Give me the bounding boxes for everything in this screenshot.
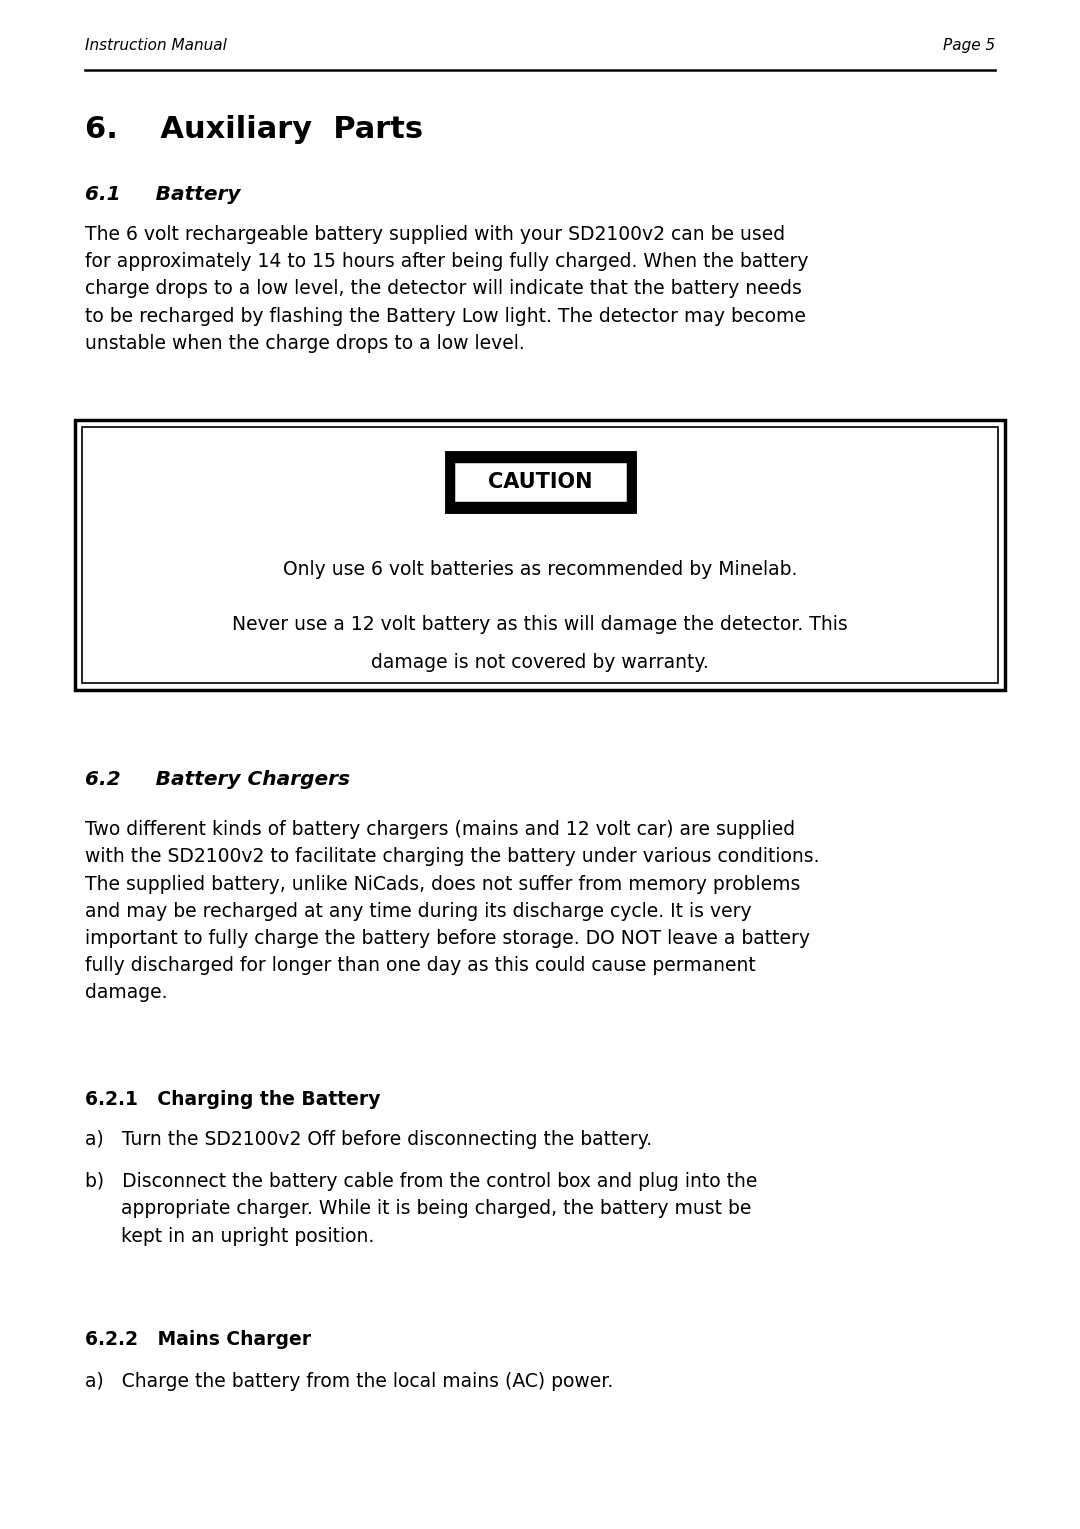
Bar (446, 453, 634, 511)
Text: Page 5: Page 5 (943, 38, 995, 54)
Text: Never use a 12 volt battery as this will damage the detector. This: Never use a 12 volt battery as this will… (232, 615, 848, 635)
Text: Two different kinds of battery chargers (mains and 12 volt car) are supplied
wit: Two different kinds of battery chargers … (85, 820, 820, 1003)
Text: 6.    Auxiliary  Parts: 6. Auxiliary Parts (85, 115, 423, 144)
Text: CAUTION: CAUTION (488, 472, 592, 492)
Text: 6.2.1   Charging the Battery: 6.2.1 Charging the Battery (85, 1090, 380, 1109)
Text: a)   Charge the battery from the local mains (AC) power.: a) Charge the battery from the local mai… (85, 1372, 613, 1391)
Bar (453, 462, 627, 503)
Bar (82, 427, 998, 683)
Text: 6.1     Battery: 6.1 Battery (85, 185, 241, 203)
Bar (75, 420, 1005, 690)
Text: b)   Disconnect the battery cable from the control box and plug into the
      a: b) Disconnect the battery cable from the… (85, 1173, 757, 1246)
Text: Only use 6 volt batteries as recommended by Minelab.: Only use 6 volt batteries as recommended… (283, 560, 797, 579)
Text: The 6 volt rechargeable battery supplied with your SD2100v2 can be used
for appr: The 6 volt rechargeable battery supplied… (85, 225, 809, 353)
Text: a)   Turn the SD2100v2 Off before disconnecting the battery.: a) Turn the SD2100v2 Off before disconne… (85, 1130, 652, 1148)
Text: Instruction Manual: Instruction Manual (85, 38, 227, 54)
Text: damage is not covered by warranty.: damage is not covered by warranty. (372, 653, 708, 673)
Text: 6.2.2   Mains Charger: 6.2.2 Mains Charger (85, 1330, 311, 1349)
Text: 6.2     Battery Chargers: 6.2 Battery Chargers (85, 771, 350, 789)
